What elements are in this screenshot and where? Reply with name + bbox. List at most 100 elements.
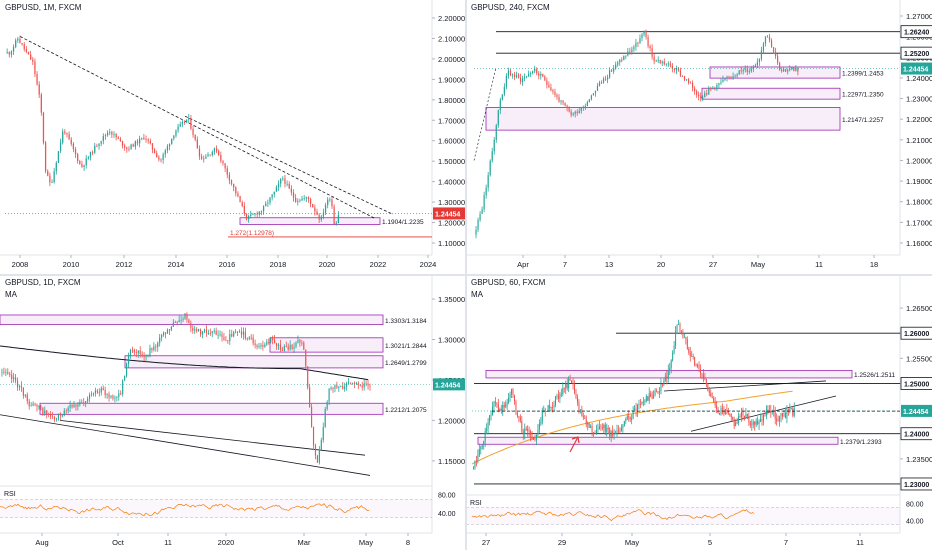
trend-line	[59, 420, 366, 456]
candle-body	[564, 102, 566, 106]
candle-body	[493, 139, 495, 152]
candle-body	[235, 187, 237, 194]
candle-body	[672, 352, 674, 361]
candle-body	[497, 110, 499, 126]
chart-60-svg: 1.26500 1.26000 1.25500 1.25000 1.24000 1.235…	[466, 275, 932, 547]
candle-body	[506, 402, 508, 405]
candle-body	[201, 331, 204, 335]
candle-body	[644, 401, 646, 403]
candle-body	[635, 42, 637, 48]
candle-body	[151, 347, 153, 351]
candle-body	[570, 111, 572, 116]
candle-body	[127, 355, 130, 364]
candle-body	[694, 88, 696, 92]
candle-body	[676, 324, 678, 332]
candle-body	[718, 83, 720, 85]
price-tick-label: 1.10000	[438, 239, 465, 248]
price-tick-label: 1.26500	[906, 304, 932, 313]
panel-divider-horizontal	[0, 274, 932, 276]
candle-body	[499, 100, 501, 111]
candle-body	[733, 419, 735, 427]
candle-body	[621, 59, 623, 61]
candle-body	[70, 139, 72, 144]
chart-daily[interactable]: 1.350001.300001.250001.200001.15000AugOc…	[0, 275, 466, 550]
candle-body	[270, 337, 272, 343]
candle-body	[211, 331, 213, 334]
candle-body	[318, 449, 320, 463]
candle-body	[335, 222, 337, 225]
candle-body	[742, 69, 744, 72]
candle-body	[162, 154, 164, 160]
candle-body	[791, 67, 793, 70]
candle-body	[501, 94, 503, 101]
candle-body	[173, 135, 175, 139]
candle-body	[532, 71, 534, 73]
candle-body	[57, 413, 60, 419]
time-tick-label: 29	[558, 538, 566, 547]
candle-body	[601, 427, 603, 429]
candle-body	[776, 418, 778, 421]
candle-body	[613, 68, 615, 72]
candle-body	[525, 428, 527, 430]
candle-body	[182, 318, 184, 320]
candle-body	[503, 86, 505, 95]
candle-body	[757, 420, 759, 425]
candle-body	[245, 213, 248, 220]
candle-body	[622, 425, 624, 429]
candle-body	[710, 392, 712, 397]
candle-body	[50, 414, 52, 417]
candle-body	[164, 332, 167, 334]
candle-body	[38, 406, 40, 407]
candle-body	[657, 391, 659, 393]
price-tick-label: 1.20000	[438, 416, 465, 425]
candle-body	[496, 403, 498, 405]
chart-60[interactable]: 1.26500 1.26000 1.25500 1.25000 1.24000 1.235…	[466, 275, 932, 550]
candle-body	[700, 96, 702, 99]
candle-body	[178, 320, 180, 323]
candle-body	[283, 346, 285, 351]
candle-body	[574, 111, 576, 114]
price-tick-label: 1.22000	[906, 115, 932, 124]
chart-monthly[interactable]: 2.20000 2.10000 2.00000 1.90000 1.80000 1.700…	[0, 0, 466, 275]
candle-body	[209, 332, 211, 334]
candle-body	[540, 74, 542, 76]
candle-body	[98, 143, 100, 146]
candle-body	[675, 68, 678, 71]
candle-body	[575, 393, 577, 398]
candle-body	[696, 91, 698, 95]
candle-body	[484, 430, 486, 442]
candle-body	[631, 49, 633, 52]
candle-body	[183, 122, 186, 123]
candle-body	[318, 214, 320, 220]
candle-body	[277, 344, 280, 346]
candle-body	[768, 36, 771, 41]
candle-body	[151, 143, 154, 150]
candle-body	[719, 413, 721, 415]
candle-body	[229, 334, 231, 342]
candle-body	[322, 212, 325, 217]
candle-body	[734, 76, 736, 77]
candle-body	[536, 68, 538, 74]
candle-body	[6, 52, 8, 53]
candle-body	[480, 446, 482, 450]
candle-body	[320, 440, 322, 450]
candle-body	[732, 76, 734, 78]
candle-body	[349, 382, 352, 384]
candle-body	[598, 82, 601, 87]
price-tick-label: 1.21000	[906, 136, 932, 145]
candle-body	[683, 76, 686, 80]
candle-body	[680, 331, 682, 335]
candle-body	[346, 383, 348, 387]
candle-body	[683, 337, 685, 339]
candle-body	[556, 94, 558, 98]
candle-body	[231, 334, 233, 337]
candle-body	[594, 90, 597, 94]
candle-body	[69, 404, 71, 408]
price-tick-label: 1.35000	[438, 295, 465, 304]
chart-240[interactable]: 1.270001.260001.250001.240001.230001.220…	[466, 0, 932, 275]
time-tick-label: 11	[856, 538, 864, 547]
candle-body	[691, 356, 693, 357]
candle-body	[32, 403, 34, 406]
level-tag-label: 1.26000	[904, 331, 929, 338]
candle-body	[487, 421, 489, 429]
